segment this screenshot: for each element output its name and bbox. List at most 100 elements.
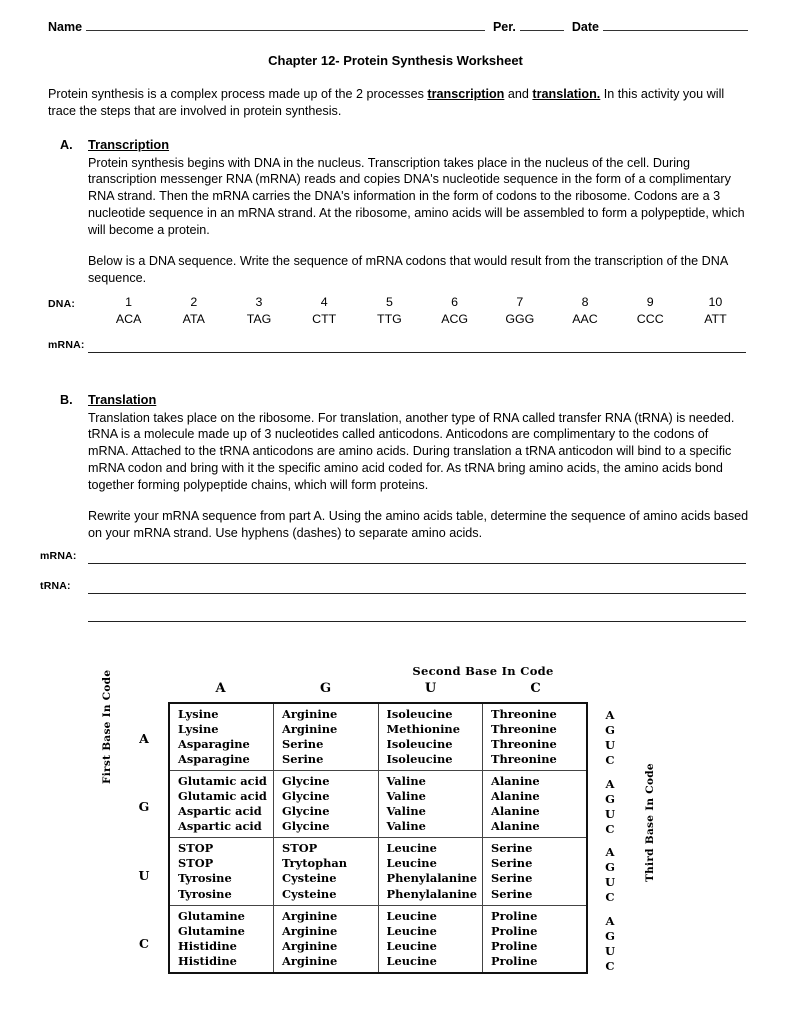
- mrna-write-in-rule[interactable]: [88, 562, 746, 564]
- dna-codon-sequence: GGG: [505, 311, 535, 326]
- amino-acid: Valine: [386, 819, 426, 834]
- amino-acid: Threonine: [491, 737, 557, 752]
- section-b-body: Translation takes place on the ribosome.…: [88, 410, 750, 542]
- intro-text-part1: Protein synthesis is a complex process m…: [48, 87, 428, 101]
- intro-paragraph: Protein synthesis is a complex process m…: [48, 86, 748, 119]
- dna-codon-sequence: CCC: [636, 311, 664, 326]
- dna-codon-number: 6: [451, 295, 459, 309]
- amino-acid: Arginine: [282, 722, 338, 737]
- amino-acid: Arginine: [282, 923, 338, 938]
- amino-acid: Histidine: [178, 938, 237, 953]
- amino-acid: Alanine: [491, 819, 540, 834]
- translation-trna-answer-line[interactable]: tRNA:: [40, 581, 746, 594]
- third-base-letter: U: [604, 875, 616, 890]
- amino-acid: Leucine: [386, 841, 437, 856]
- section-transcription: A. Transcription Protein synthesis begin…: [60, 136, 750, 287]
- dna-codon: 4 CTT: [292, 295, 357, 327]
- amino-acid-answer-line[interactable]: [88, 620, 746, 622]
- amino-acid: Serine: [491, 886, 533, 901]
- per-input-line[interactable]: [519, 29, 564, 31]
- amino-acid: Cysteine: [282, 886, 337, 901]
- dna-codon-list: 1 ACA 2 ATA 3 TAG 4 CTT 5 TTG 6 ACG 7 GG…: [96, 295, 748, 327]
- amino-acid: Aspartic acid: [178, 819, 262, 834]
- amino-acid: Tyrosine: [178, 886, 232, 901]
- section-a-paragraph-1: Protein synthesis begins with DNA in the…: [88, 155, 745, 237]
- name-input-line[interactable]: [86, 29, 485, 31]
- amino-acid: Proline: [491, 908, 538, 923]
- amino-acid: Threonine: [491, 707, 557, 721]
- codon-grid: Lysine Lysine Asparagine Asparagine Argi…: [168, 702, 588, 974]
- amino-acid: Glycine: [282, 774, 330, 789]
- table-cell: Alanine Alanine Alanine Alanine: [482, 770, 588, 839]
- date-input-line[interactable]: [603, 29, 748, 31]
- amino-acid: Proline: [491, 938, 538, 953]
- amino-acid: Serine: [282, 752, 324, 767]
- amino-acid: Tyrosine: [178, 871, 232, 886]
- table-cell: Proline Proline Proline Proline: [482, 904, 588, 974]
- amino-acid-write-in-rule[interactable]: [88, 620, 746, 622]
- section-a-heading: A. Transcription: [60, 136, 750, 154]
- dna-codon-sequence: ACA: [115, 311, 142, 326]
- third-base-title: Third Base In Code: [644, 763, 656, 882]
- amino-acid: Trytophan: [282, 856, 348, 871]
- amino-acid: Leucine: [386, 953, 437, 968]
- name-label: Name: [48, 20, 83, 34]
- third-base-letter: U: [604, 806, 616, 821]
- amino-acid: Lysine: [178, 707, 219, 721]
- amino-acid: Threonine: [491, 722, 557, 737]
- section-b-letter: B.: [60, 393, 73, 407]
- amino-acid: Alanine: [491, 804, 540, 819]
- dna-codon: 6 ACG: [422, 295, 487, 327]
- third-base-letter: C: [605, 821, 615, 836]
- table-row: Glutamic acid Glutamic acid Aspartic aci…: [168, 770, 588, 839]
- amino-acid: Phenylalanine: [386, 871, 478, 886]
- table-cell: Serine Serine Serine Serine: [482, 837, 588, 906]
- dna-codon-number: 3: [255, 295, 263, 309]
- amino-acid: Glycine: [282, 819, 330, 834]
- dna-codon: 5 TTG: [357, 295, 422, 327]
- row-label-u: U: [138, 867, 150, 883]
- page-title: Chapter 12- Protein Synthesis Worksheet: [268, 53, 523, 68]
- amino-acid: Leucine: [386, 908, 437, 923]
- amino-acid: Glycine: [282, 804, 330, 819]
- third-base-group: A G U C: [597, 910, 623, 979]
- table-row: Glutamine Glutamine Histidine Histidine …: [168, 904, 588, 974]
- section-translation: B. Translation Translation takes place o…: [60, 391, 750, 542]
- table-cell: STOP STOP Tyrosine Tyrosine: [168, 837, 274, 906]
- amino-acid: Alanine: [491, 789, 540, 804]
- third-base-letter: A: [605, 845, 615, 860]
- section-a-paragraph-2: Below is a DNA sequence. Write the seque…: [88, 254, 728, 286]
- third-base-letter: A: [605, 776, 615, 791]
- table-row: Lysine Lysine Asparagine Asparagine Argi…: [168, 702, 588, 772]
- row-label-g: G: [138, 799, 150, 815]
- translation-mrna-answer-line[interactable]: mRNA:: [40, 551, 746, 564]
- amino-acid: Histidine: [178, 953, 237, 968]
- amino-acid: Aspartic acid: [178, 804, 262, 819]
- per-label: Per.: [492, 20, 516, 34]
- transcription-mrna-answer-line[interactable]: mRNA:: [48, 340, 746, 353]
- table-cell: Lysine Lysine Asparagine Asparagine: [168, 702, 274, 772]
- section-a-body: Protein synthesis begins with DNA in the…: [88, 155, 750, 287]
- dna-codon-sequence: TAG: [246, 311, 272, 326]
- amino-acid: Leucine: [386, 938, 437, 953]
- dna-codon-sequence: AAC: [572, 311, 598, 326]
- amino-acid: Valine: [386, 774, 426, 789]
- amino-acid: Alanine: [491, 774, 540, 789]
- table-cell: Valine Valine Valine Valine: [377, 770, 483, 839]
- amino-acid: Threonine: [491, 752, 557, 767]
- trna-write-in-rule[interactable]: [88, 592, 746, 594]
- mrna-write-in-rule[interactable]: [88, 351, 746, 353]
- third-base-group: A G U C: [597, 704, 623, 773]
- dna-codon: 2 ATA: [161, 295, 226, 327]
- amino-acid: Isoleucine: [386, 707, 453, 721]
- first-base-row-labels: A G U C: [129, 704, 159, 978]
- third-base-letter: U: [604, 943, 616, 958]
- amino-acid: Phenylalanine: [386, 886, 478, 901]
- third-base-row-labels: A G U C A G U C A G U C A G U C: [597, 704, 623, 978]
- dna-label: DNA:: [48, 298, 76, 310]
- amino-acid: Serine: [491, 871, 533, 886]
- intro-term-transcription: transcription: [427, 87, 505, 101]
- table-cell: Leucine Leucine Leucine Leucine: [377, 904, 483, 974]
- third-base-letter: A: [605, 913, 615, 928]
- third-base-group: A G U C: [597, 773, 623, 842]
